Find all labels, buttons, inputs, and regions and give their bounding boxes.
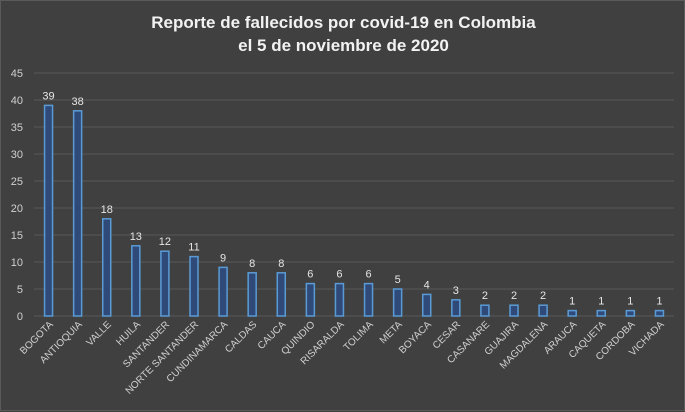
bar-caqueta — [596, 309, 607, 317]
bar-boyaca — [421, 293, 432, 317]
bar-santander — [160, 250, 170, 317]
data-label-caqueta: 1 — [598, 296, 604, 308]
data-label-antioquia: 38 — [72, 96, 84, 108]
y-tick-label-40: 40 — [11, 95, 23, 107]
x-tick-label-caldas: CALDAS — [223, 319, 259, 355]
bar-tolima — [363, 282, 374, 317]
data-label-risaralda: 6 — [336, 269, 342, 281]
bar-vichada — [654, 309, 665, 317]
bar-cauca — [276, 272, 287, 317]
bar-casanare — [480, 304, 490, 317]
data-label-cundinamarca: 9 — [220, 252, 226, 264]
bar-risaralda — [334, 282, 345, 317]
data-label-cesar: 3 — [453, 285, 459, 297]
bar-norte-santander — [189, 255, 199, 317]
bar-magdalena — [538, 304, 548, 317]
data-label-valle: 18 — [101, 204, 113, 216]
bar-cesar — [451, 299, 461, 317]
y-tick-label-0: 0 — [17, 311, 23, 323]
data-label-magdalena: 2 — [540, 290, 546, 302]
data-label-huila: 13 — [130, 231, 142, 243]
bar-huila — [131, 245, 141, 317]
bar-antioquia — [72, 110, 83, 317]
bar-cordoba — [625, 309, 636, 317]
data-label-boyaca: 4 — [424, 279, 430, 291]
data-label-quindio: 6 — [307, 269, 313, 281]
y-tick-label-10: 10 — [11, 257, 23, 269]
data-label-caldas: 8 — [249, 258, 255, 270]
x-tick-label-valle: VALLE — [85, 319, 115, 349]
bar-cundinamarca — [218, 266, 228, 317]
y-tick-label-30: 30 — [11, 149, 23, 161]
chart-title: Reporte de fallecidos por covid-19 en Co… — [1, 11, 685, 57]
data-label-norte-santander: 11 — [188, 242, 199, 254]
y-tick-label-5: 5 — [17, 284, 23, 296]
y-tick-label-20: 20 — [11, 203, 23, 215]
y-tick-label-25: 25 — [11, 176, 23, 188]
data-label-cauca: 8 — [278, 258, 284, 270]
y-tick-label-15: 15 — [11, 230, 23, 242]
chart-title-line-1: Reporte de fallecidos por covid-19 en Co… — [151, 13, 536, 32]
bar-arauca — [567, 309, 577, 317]
bar-bogota — [43, 104, 54, 317]
bar-guajira — [509, 304, 519, 317]
data-label-cordoba: 1 — [627, 296, 633, 308]
x-tick-label-meta: META — [378, 319, 405, 346]
y-tick-label-35: 35 — [11, 122, 23, 134]
data-label-arauca: 1 — [569, 296, 575, 308]
y-tick-label-45: 45 — [11, 68, 23, 80]
data-label-guajira: 2 — [511, 290, 517, 302]
data-label-vichada: 1 — [656, 296, 662, 308]
bar-caldas — [247, 272, 257, 317]
data-label-santander: 12 — [159, 236, 171, 248]
chart-title-line-2: el 5 de noviembre de 2020 — [238, 36, 449, 55]
data-label-tolima: 6 — [365, 269, 371, 281]
bar-valle — [101, 218, 112, 317]
data-label-bogota: 39 — [42, 90, 54, 102]
x-tick-label-tolima: TOLIMA — [342, 319, 376, 353]
x-tick-label-boyaca: BOYACA — [397, 319, 434, 356]
bar-quindio — [305, 282, 316, 317]
data-label-meta: 5 — [395, 274, 401, 286]
data-label-casanare: 2 — [482, 290, 488, 302]
bar-meta — [392, 288, 403, 317]
